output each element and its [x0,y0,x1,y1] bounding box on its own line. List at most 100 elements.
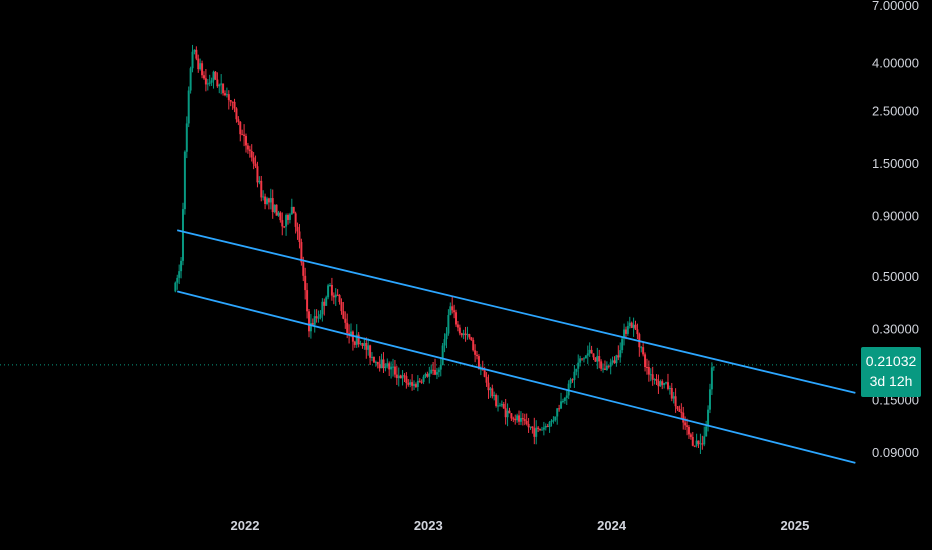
candle-body [531,426,534,429]
candle-body [235,108,238,120]
candle-body [430,369,433,374]
candle-body [413,384,416,386]
candle-body [315,316,318,319]
candle-body [254,163,257,167]
candle-body [682,412,685,423]
candle-body [376,361,379,365]
candle-body [537,427,540,429]
y-tick-label: 7.00000 [872,0,919,13]
y-tick-label: 0.09000 [872,445,919,460]
candle-body [529,426,532,428]
candle-body [697,440,700,444]
candle-body [193,49,196,52]
candle-body [701,443,704,445]
candle-body [575,368,578,372]
candle-body [539,428,542,430]
channel-lower-line[interactable] [176,290,856,464]
candle-body [353,341,356,345]
candle-body [384,366,387,369]
candle-body [210,80,213,83]
candle-body [472,339,475,351]
candle-body [350,331,353,336]
candle-body [626,326,629,334]
candle-body [594,357,597,362]
candle-body [644,354,647,367]
candle-body [225,94,228,96]
candle-body [498,405,501,407]
candle-body [265,198,268,204]
candle-body [428,373,431,377]
candle-body [195,49,198,59]
candle-body [588,349,591,354]
candle-body [464,333,467,335]
channel-lines[interactable] [176,229,856,464]
candle-body [271,198,274,213]
candle-body [512,418,515,420]
candle-body [367,345,370,350]
candle-body [388,363,391,370]
candle-body [456,324,459,328]
x-tick-label: 2025 [780,518,809,533]
candle-body [548,422,551,427]
candle-body [636,329,639,335]
candle-body [199,63,202,70]
candle-body [439,365,442,370]
candle-body [185,123,188,152]
candle-body [687,426,690,435]
candle-body [416,380,419,387]
candle-body [223,93,226,96]
candle-body [483,370,486,377]
candle-body [453,310,456,313]
candle-body [204,78,207,85]
candle-body [527,423,530,428]
candle-body [246,145,249,150]
candle-body [298,231,301,243]
candle-body [523,419,526,421]
candle-body [489,388,492,391]
x-tick-label: 2023 [414,518,443,533]
y-tick-label: 0.30000 [872,321,919,336]
candle-body [306,290,309,312]
candle-body [678,408,681,412]
candle-body [216,79,219,87]
candle-body [445,333,448,340]
candle-body [300,242,303,263]
candle-body [519,418,522,422]
candle-body [214,71,217,80]
candle-body [371,356,374,358]
candle-body [252,157,255,164]
candle-body [560,401,563,409]
candle-body [342,311,345,319]
candle-body [458,327,461,334]
candle-body [479,368,482,370]
candle-body [653,379,656,381]
candle-body [197,58,200,70]
candle-body [319,314,322,318]
y-tick-label: 4.00000 [872,55,919,70]
candle-body [414,384,417,387]
candle-body [468,334,471,338]
candle-body [317,317,320,319]
candle-body [504,408,507,418]
candle-body [668,387,671,389]
candle-body [674,396,677,407]
channel-upper-line[interactable] [176,229,856,394]
candle-body [277,212,280,216]
candle-body [569,379,572,384]
candle-body [283,226,286,228]
candle-body [405,376,408,384]
candle-body [447,315,450,334]
x-tick-label: 2022 [231,518,260,533]
candle-body [443,339,446,346]
candle-body [525,420,528,424]
candle-body [386,363,389,367]
candle-body [401,375,404,379]
candle-body [521,418,524,420]
candle-body [546,425,549,427]
candle-body [506,410,509,418]
candle-body [321,301,324,315]
candle-body [420,381,423,383]
candle-body [411,382,414,386]
candle-body [621,338,624,351]
